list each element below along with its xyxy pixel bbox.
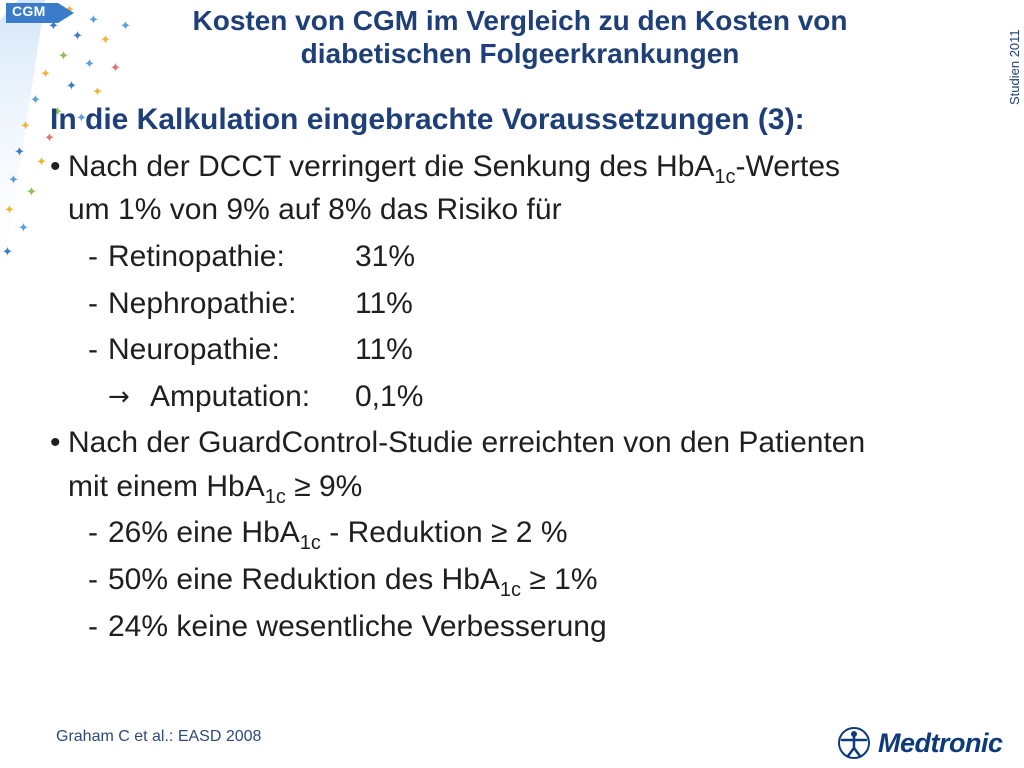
svg-text:✦: ✦ (20, 119, 31, 134)
slide-title: Kosten von CGM im Vergleich zu den Koste… (110, 4, 930, 70)
dash-marker: - (88, 333, 98, 366)
dash-marker: - (88, 516, 98, 549)
svg-text:✦: ✦ (2, 245, 13, 260)
medtronic-logo: Medtronic (836, 726, 1003, 760)
svg-text:✦: ✦ (4, 203, 15, 218)
bullet-1-line-1: Nach der DCCT verringert die Senkung des… (68, 150, 841, 188)
svg-text:✦: ✦ (72, 29, 83, 44)
bullet-2-line-1: Nach der GuardControl-Studie erreichten … (68, 426, 866, 459)
svg-text:✦: ✦ (76, 111, 87, 126)
svg-text:✦: ✦ (26, 185, 37, 200)
svg-text:✦: ✦ (92, 85, 103, 100)
svg-text:✦: ✦ (14, 145, 25, 160)
svg-text:✦: ✦ (66, 79, 77, 94)
dash-marker: - (88, 287, 98, 320)
svg-text:✦: ✦ (48, 19, 59, 34)
svg-text:✦: ✦ (58, 49, 69, 64)
svg-text:✦: ✦ (120, 19, 131, 34)
svg-text:✦: ✦ (36, 155, 47, 170)
svg-text:✦: ✦ (110, 61, 121, 76)
bullet-icon: • (50, 426, 61, 459)
svg-text:✦: ✦ (18, 221, 29, 236)
svg-text:✦: ✦ (44, 131, 55, 146)
dash-marker: - (88, 563, 98, 596)
cgm-tag-shape (6, 3, 74, 23)
citation-footer: Graham C et al.: EASD 2008 (56, 728, 262, 745)
svg-text:✦: ✦ (40, 67, 51, 82)
bullet-icon: • (50, 150, 61, 183)
title-line-1: Kosten von CGM im Vergleich zu den Koste… (192, 5, 848, 36)
medtronic-logo-text: Medtronic (878, 727, 1003, 758)
dash-marker: - (88, 610, 98, 643)
svg-text:✦: ✦ (30, 93, 41, 108)
bullet-2-line-2: mit einem HbA1c ≥ 9% (68, 470, 363, 508)
right-arrow-icon: → (108, 382, 130, 412)
svg-text:✦: ✦ (8, 173, 19, 188)
title-line-2: diabetischen Folgeerkrankungen (300, 38, 740, 69)
decorative-star-pattern: ✦ ✦ ✦ ✦ ✦ ✦ ✦ ✦ ✦ ✦ ✦ ✦ ✦ ✦ ✦ ✦ ✦ ✦ ✦ ✦ … (0, 0, 131, 300)
section-subtitle: In die Kalkulation eingebrachte Vorausse… (50, 103, 805, 136)
svg-text:✦: ✦ (52, 105, 63, 120)
medtronic-figure-icon (838, 727, 870, 759)
svg-text:✦: ✦ (84, 57, 95, 72)
dash-marker: - (88, 240, 98, 273)
cgm-tag-label: CGM (12, 3, 46, 19)
svg-text:✦: ✦ (88, 13, 99, 28)
svg-text:✦: ✦ (100, 33, 111, 48)
bullet-1-line-2: um 1% von 9% auf 8% das Risiko für (68, 193, 562, 226)
